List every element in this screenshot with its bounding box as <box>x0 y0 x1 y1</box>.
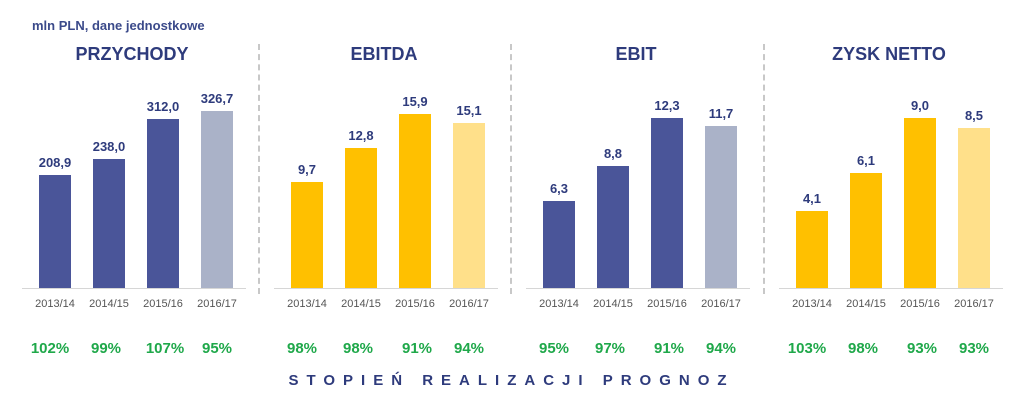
x-tick-label: 2014/15 <box>341 298 381 310</box>
data-label: 326,7 <box>200 90 234 106</box>
chart-title: EBIT <box>615 44 657 64</box>
bar <box>39 174 71 288</box>
realization-percent: 98% <box>847 340 879 357</box>
unit-label: mln PLN, dane jednostkowe <box>32 18 205 33</box>
realization-percent: 107% <box>145 340 185 357</box>
realization-percent: 97% <box>594 340 626 357</box>
x-tick-label: 2015/16 <box>395 298 435 310</box>
realization-percent: 93% <box>958 340 990 357</box>
chart-panel-ebitda: EBITDA 9,7 2013/14 98% 12,8 2014/15 98% 15,9 20… <box>262 0 506 357</box>
x-tick-label: 2013/14 <box>539 298 579 310</box>
bar <box>147 118 179 288</box>
data-label: 15,1 <box>456 102 482 118</box>
data-label: 11,7 <box>708 105 734 121</box>
bar <box>453 122 485 288</box>
bar <box>543 200 575 288</box>
bar <box>597 166 629 288</box>
x-tick-label: 2013/14 <box>792 298 832 310</box>
x-tick-label: 2016/17 <box>197 298 237 310</box>
x-tick-label: 2013/14 <box>287 298 327 310</box>
realization-percent: 102% <box>30 340 70 357</box>
realization-percent: 95% <box>538 340 570 357</box>
bar <box>796 210 828 288</box>
x-tick-label: 2015/16 <box>647 298 687 310</box>
chart-title: PRZYCHODY <box>75 44 189 64</box>
panel-separator <box>258 44 260 294</box>
bar <box>904 118 936 288</box>
data-label: 8,5 <box>964 107 984 123</box>
data-label: 238,0 <box>92 138 126 154</box>
bar <box>705 125 737 288</box>
x-axis-line <box>274 288 498 289</box>
data-label: 208,9 <box>38 154 72 170</box>
x-tick-label: 2016/17 <box>954 298 994 310</box>
data-label: 4,1 <box>802 190 822 206</box>
realization-percent: 93% <box>906 340 938 357</box>
realization-percent: 103% <box>787 340 827 357</box>
x-tick-label: 2015/16 <box>143 298 183 310</box>
chart-title: ZYSK NETTO <box>832 44 946 64</box>
footer-label: STOPIEŃ REALIZACJI PROGNOZ <box>288 372 735 389</box>
x-tick-label: 2013/14 <box>35 298 75 310</box>
realization-percent: 98% <box>286 340 318 357</box>
data-label: 312,0 <box>146 98 180 114</box>
chart-panel-ebit: EBIT 6,3 2013/14 95% 8,8 2014/15 97% 12,3 2015/… <box>514 0 758 357</box>
realization-percent: 98% <box>342 340 374 357</box>
data-label: 9,0 <box>910 98 930 114</box>
data-label: 8,8 <box>603 146 623 162</box>
x-axis-line <box>526 288 750 289</box>
x-tick-label: 2014/15 <box>846 298 886 310</box>
data-label: 12,3 <box>654 97 680 113</box>
data-label: 6,1 <box>856 153 876 168</box>
chart-panel-przychody: PRZYCHODY 208,9 2013/14 102% 238,0 2014/15 99… <box>10 0 254 357</box>
x-tick-label: 2015/16 <box>900 298 940 310</box>
bar <box>201 110 233 288</box>
bar <box>399 113 431 288</box>
data-label: 9,7 <box>297 161 317 177</box>
x-tick-label: 2014/15 <box>89 298 129 310</box>
panel-separator <box>510 44 512 294</box>
data-label: 12,8 <box>348 127 374 143</box>
data-label: 6,3 <box>549 180 569 196</box>
realization-percent: 91% <box>653 340 685 357</box>
data-label: 15,9 <box>402 93 428 109</box>
bar <box>93 158 125 288</box>
x-tick-label: 2016/17 <box>701 298 741 310</box>
realization-percent: 99% <box>90 340 122 357</box>
x-tick-label: 2016/17 <box>449 298 489 310</box>
panel-separator <box>763 44 765 294</box>
bar <box>850 173 882 288</box>
bar <box>345 147 377 288</box>
chart-title: EBITDA <box>350 44 418 64</box>
bar <box>651 117 683 288</box>
bar <box>291 181 323 288</box>
bar <box>958 127 990 288</box>
x-tick-label: 2014/15 <box>593 298 633 310</box>
realization-percent: 95% <box>201 340 233 357</box>
realization-percent: 91% <box>401 340 433 357</box>
chart-panel-zysk-netto: ZYSK NETTO 4,1 2013/14 103% 6,1 2014/15 98% 9,… <box>767 0 1011 357</box>
x-axis-line <box>779 288 1003 289</box>
x-axis-line <box>22 288 246 289</box>
realization-percent: 94% <box>453 340 485 357</box>
realization-percent: 94% <box>705 340 737 357</box>
